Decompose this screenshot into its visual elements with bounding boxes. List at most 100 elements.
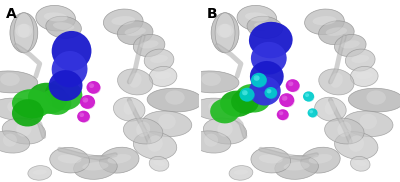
Ellipse shape bbox=[334, 132, 378, 159]
Ellipse shape bbox=[325, 118, 364, 144]
Ellipse shape bbox=[144, 49, 174, 71]
Ellipse shape bbox=[28, 83, 68, 114]
Ellipse shape bbox=[46, 16, 82, 38]
Ellipse shape bbox=[114, 97, 145, 121]
Ellipse shape bbox=[124, 27, 146, 36]
Ellipse shape bbox=[220, 91, 254, 117]
Ellipse shape bbox=[36, 5, 76, 31]
Ellipse shape bbox=[351, 55, 369, 63]
Ellipse shape bbox=[366, 90, 386, 105]
Ellipse shape bbox=[235, 84, 271, 112]
Ellipse shape bbox=[250, 61, 284, 92]
Ellipse shape bbox=[12, 89, 52, 118]
Ellipse shape bbox=[0, 98, 41, 120]
Text: A: A bbox=[6, 7, 17, 21]
Ellipse shape bbox=[229, 166, 253, 180]
Ellipse shape bbox=[249, 76, 281, 106]
Ellipse shape bbox=[124, 118, 163, 144]
Ellipse shape bbox=[155, 72, 171, 79]
Ellipse shape bbox=[14, 13, 34, 53]
Ellipse shape bbox=[142, 111, 192, 137]
Ellipse shape bbox=[210, 99, 240, 123]
Circle shape bbox=[279, 93, 294, 107]
Ellipse shape bbox=[100, 147, 139, 173]
Ellipse shape bbox=[251, 147, 291, 173]
Ellipse shape bbox=[108, 154, 131, 164]
Ellipse shape bbox=[245, 12, 269, 21]
FancyBboxPatch shape bbox=[201, 0, 400, 182]
Ellipse shape bbox=[53, 22, 74, 30]
Ellipse shape bbox=[52, 31, 92, 71]
Ellipse shape bbox=[208, 100, 226, 114]
Ellipse shape bbox=[153, 160, 165, 166]
Ellipse shape bbox=[2, 118, 46, 144]
Ellipse shape bbox=[133, 132, 177, 159]
Ellipse shape bbox=[337, 122, 351, 137]
Ellipse shape bbox=[219, 24, 231, 38]
Ellipse shape bbox=[149, 66, 177, 86]
Ellipse shape bbox=[117, 21, 153, 45]
Circle shape bbox=[80, 95, 95, 109]
Ellipse shape bbox=[104, 9, 143, 35]
Ellipse shape bbox=[82, 162, 108, 171]
Circle shape bbox=[242, 90, 248, 95]
Circle shape bbox=[77, 111, 90, 122]
Ellipse shape bbox=[204, 134, 218, 147]
Ellipse shape bbox=[191, 131, 231, 153]
Ellipse shape bbox=[58, 154, 82, 163]
Ellipse shape bbox=[284, 162, 310, 171]
Ellipse shape bbox=[133, 34, 165, 57]
Circle shape bbox=[288, 81, 293, 86]
Circle shape bbox=[309, 110, 313, 113]
Ellipse shape bbox=[211, 13, 239, 53]
Ellipse shape bbox=[325, 101, 336, 115]
Circle shape bbox=[303, 91, 314, 102]
Ellipse shape bbox=[129, 73, 142, 88]
Ellipse shape bbox=[10, 13, 38, 53]
Ellipse shape bbox=[183, 71, 239, 93]
Text: B: B bbox=[207, 7, 218, 21]
Ellipse shape bbox=[319, 69, 354, 95]
Circle shape bbox=[264, 87, 277, 99]
Ellipse shape bbox=[356, 72, 372, 79]
Ellipse shape bbox=[0, 73, 20, 86]
Ellipse shape bbox=[149, 156, 169, 171]
Circle shape bbox=[282, 96, 288, 101]
Ellipse shape bbox=[124, 101, 135, 115]
Ellipse shape bbox=[118, 69, 153, 95]
Ellipse shape bbox=[217, 24, 234, 38]
Ellipse shape bbox=[50, 147, 90, 173]
Ellipse shape bbox=[326, 27, 347, 36]
Ellipse shape bbox=[318, 21, 354, 45]
Ellipse shape bbox=[49, 70, 82, 101]
Ellipse shape bbox=[147, 135, 163, 152]
Ellipse shape bbox=[360, 114, 377, 129]
Circle shape bbox=[239, 88, 254, 102]
Ellipse shape bbox=[7, 100, 24, 114]
Ellipse shape bbox=[305, 9, 344, 35]
Circle shape bbox=[254, 75, 260, 81]
Ellipse shape bbox=[12, 99, 44, 126]
Ellipse shape bbox=[354, 160, 366, 166]
Ellipse shape bbox=[350, 66, 378, 86]
Ellipse shape bbox=[136, 122, 150, 137]
Ellipse shape bbox=[249, 22, 293, 58]
Ellipse shape bbox=[231, 90, 259, 114]
Ellipse shape bbox=[203, 118, 247, 144]
Ellipse shape bbox=[348, 135, 364, 152]
Circle shape bbox=[86, 81, 100, 94]
Ellipse shape bbox=[45, 79, 82, 110]
Ellipse shape bbox=[52, 51, 88, 87]
Ellipse shape bbox=[275, 156, 318, 179]
Ellipse shape bbox=[0, 131, 30, 153]
Circle shape bbox=[251, 73, 267, 87]
Ellipse shape bbox=[312, 16, 336, 25]
Ellipse shape bbox=[350, 156, 370, 171]
Ellipse shape bbox=[202, 73, 221, 86]
Ellipse shape bbox=[301, 147, 340, 173]
Ellipse shape bbox=[0, 71, 38, 93]
Ellipse shape bbox=[16, 24, 32, 38]
Ellipse shape bbox=[309, 154, 332, 164]
Circle shape bbox=[82, 97, 88, 103]
Ellipse shape bbox=[215, 13, 235, 53]
